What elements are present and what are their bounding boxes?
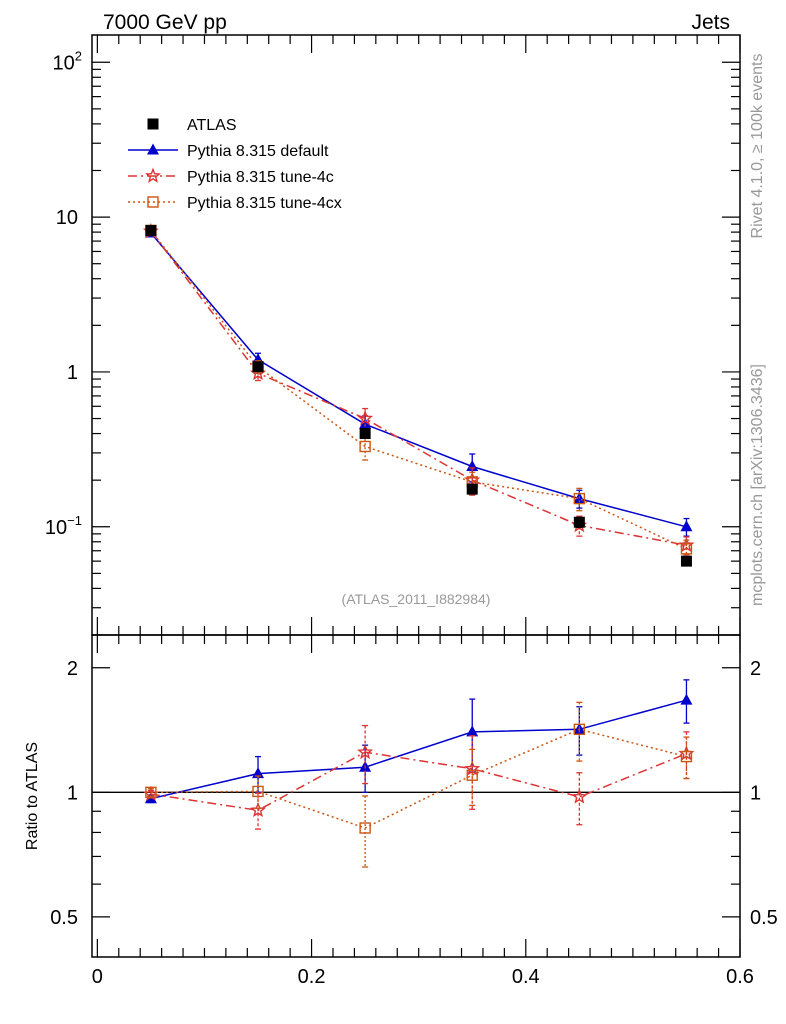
tick-exponent: −1 bbox=[67, 513, 82, 528]
main-line-pythia-8-315-default bbox=[150, 232, 687, 528]
legend-label-default: Pythia 8.315 default bbox=[187, 143, 329, 160]
main-point-atlas bbox=[680, 555, 692, 567]
main-point-atlas bbox=[359, 428, 371, 440]
ratio-y-tick-label-0.5: 0.5 bbox=[50, 907, 78, 929]
mcplots-credit-label: mcplots.cern.ch [arXiv:1306.3436] bbox=[749, 364, 766, 606]
main-point-pythia-8-315-tune-4cx bbox=[359, 440, 371, 453]
main-y-tick-label-0.1-text: 10 bbox=[45, 517, 67, 539]
process-label: Jets bbox=[691, 11, 730, 34]
legend-marker-3 bbox=[147, 196, 159, 208]
energy-label: 7000 GeV pp bbox=[103, 11, 227, 34]
main-y-tick-label-100-text: 10 bbox=[53, 52, 75, 74]
ratio-point-pythia-8-315-tune-4c bbox=[464, 760, 481, 776]
main-point-pythia-8-315-default bbox=[680, 520, 693, 532]
ratio-point-pythia-8-315-tune-4c bbox=[357, 743, 374, 760]
ratio-point-pythia-8-315-tune-4cx bbox=[680, 750, 693, 763]
ratio-y-tick-label-1: 1 bbox=[67, 782, 78, 804]
ratio-y-tick-label-2: 2 bbox=[67, 658, 78, 680]
x-tick-label-0.4: 0.4 bbox=[512, 966, 540, 988]
main-y-tick-label-10: 10 bbox=[56, 207, 78, 229]
ratio-y-tick-label-right-2: 2 bbox=[750, 658, 761, 680]
legend: ATLAS Pythia 8.315 default Pythia 8.315 … bbox=[128, 117, 342, 212]
ratio-point-pythia-8-315-tune-4cx bbox=[573, 723, 586, 736]
legend-label-tune-4c: Pythia 8.315 tune-4c bbox=[187, 169, 334, 186]
legend-symbol-tune-4c bbox=[128, 167, 178, 183]
ratio-point-pythia-8-315-tune-4cx bbox=[145, 786, 157, 799]
ratio-point-pythia-8-315-default bbox=[252, 767, 265, 779]
ratio-y-axis-label: Ratio to ATLAS bbox=[24, 742, 41, 850]
main-point-atlas bbox=[145, 224, 157, 236]
x-tick-label-0.2: 0.2 bbox=[298, 966, 326, 988]
legend-symbol-atlas bbox=[147, 118, 159, 130]
legend-symbol-default bbox=[128, 143, 178, 155]
main-y-tick-labels: 10−1 1 10 102 bbox=[45, 48, 82, 539]
rivet-version-label: Rivet 4.1.0, ≥ 100k events bbox=[749, 54, 766, 239]
ratio-line-pythia-8-315-default bbox=[150, 699, 687, 800]
main-point-atlas bbox=[466, 483, 478, 495]
analysis-id-label: (ATLAS_2011_I882984) bbox=[342, 591, 491, 607]
ratio-point-pythia-8-315-default bbox=[680, 693, 693, 705]
legend-label-atlas: ATLAS bbox=[187, 117, 237, 134]
ratio-point-pythia-8-315-tune-4cx bbox=[466, 769, 478, 781]
main-point-pythia-8-315-default bbox=[359, 417, 372, 429]
ratio-y-tick-labels: 0.5 1 2 0.5 1 2 bbox=[50, 658, 778, 929]
main-y-tick-label-1: 1 bbox=[67, 362, 78, 384]
main-point-pythia-8-315-tune-4c bbox=[678, 536, 695, 553]
main-y-tick-label-100: 102 bbox=[53, 48, 82, 74]
main-axis-ticks bbox=[92, 35, 741, 636]
main-point-atlas bbox=[252, 361, 264, 373]
main-point-pythia-8-315-tune-4c bbox=[357, 410, 374, 426]
main-point-pythia-8-315-tune-4cx bbox=[573, 492, 586, 505]
main-data-marks bbox=[142, 222, 695, 567]
ratio-line-pythia-8-315-tune-4c bbox=[150, 751, 687, 812]
x-tick-label-0: 0 bbox=[92, 966, 103, 988]
ratio-y-tick-label-right-0.5: 0.5 bbox=[750, 907, 778, 929]
legend-label-tune-4cx: Pythia 8.315 tune-4cx bbox=[187, 195, 342, 212]
ratio-point-pythia-8-315-tune-4c bbox=[571, 788, 588, 804]
main-line-pythia-8-315-tune-4c bbox=[150, 230, 687, 546]
ratio-point-pythia-8-315-tune-4c bbox=[249, 801, 267, 818]
ratio-point-pythia-8-315-default bbox=[466, 725, 479, 737]
main-point-atlas bbox=[573, 516, 585, 528]
ratio-y-tick-label-right-1: 1 bbox=[750, 782, 761, 804]
main-point-pythia-8-315-tune-4cx bbox=[680, 543, 693, 555]
ratio-point-pythia-8-315-tune-4cx bbox=[252, 785, 264, 798]
x-tick-label-0.6: 0.6 bbox=[726, 966, 754, 988]
legend-marker-0 bbox=[147, 118, 159, 130]
ratio-point-pythia-8-315-tune-4cx bbox=[359, 822, 371, 834]
tick-exponent: 2 bbox=[75, 48, 82, 63]
ratio-data-marks bbox=[142, 679, 695, 868]
x-tick-labels: 0 0.2 0.4 0.6 bbox=[92, 966, 754, 988]
legend-marker-1 bbox=[147, 143, 159, 155]
legend-symbol-tune-4cx bbox=[128, 196, 178, 208]
ratio-plot-frame bbox=[91, 634, 741, 958]
legend-marker-2 bbox=[144, 167, 162, 183]
main-y-tick-label-0.1: 10−1 bbox=[45, 513, 82, 539]
